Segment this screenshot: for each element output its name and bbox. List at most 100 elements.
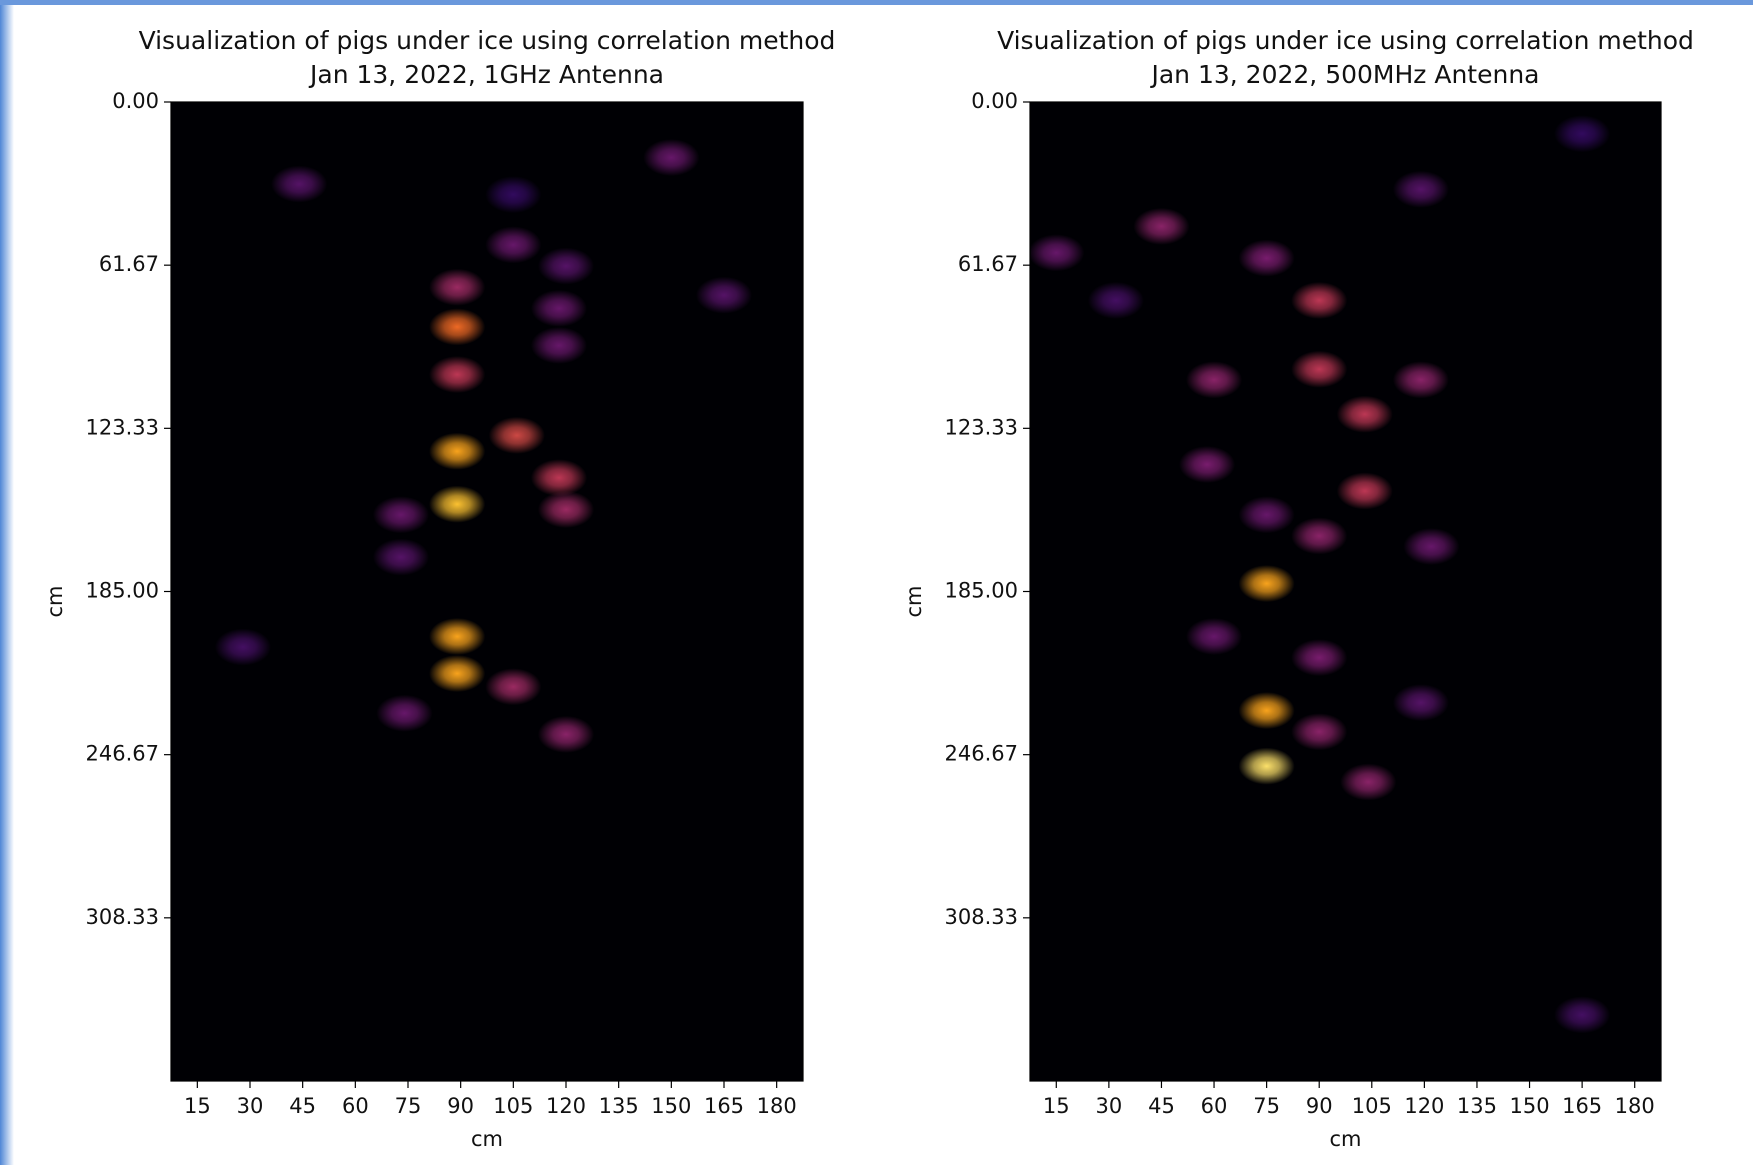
chart-subtitle: Jan 13, 2022, 1GHz Antenna	[308, 60, 664, 89]
heat-cell	[429, 308, 486, 346]
x-tick-label: 45	[1148, 1094, 1175, 1118]
chart-subtitle: Jan 13, 2022, 500MHz Antenna	[1149, 60, 1539, 89]
heat-cell	[485, 176, 542, 214]
background-edge	[0, 0, 14, 1165]
x-tick-label: 15	[1043, 1094, 1070, 1118]
heat-cell	[429, 432, 486, 470]
heat-cell	[1291, 639, 1348, 677]
x-tick-label: 30	[1096, 1094, 1123, 1118]
heat-cell	[530, 289, 588, 327]
x-tick-label: 120	[1404, 1094, 1444, 1118]
x-tick-label: 180	[1615, 1094, 1655, 1118]
x-tick-label: 180	[757, 1094, 797, 1118]
heat-cell	[643, 139, 700, 177]
heat-cell	[1238, 747, 1295, 785]
heat-cell	[530, 326, 588, 364]
heat-cell	[1554, 115, 1611, 153]
x-tick-label: 135	[1457, 1094, 1497, 1118]
heat-cell	[1133, 207, 1190, 245]
x-tick-label: 15	[184, 1094, 211, 1118]
x-tick-label: 60	[342, 1094, 369, 1118]
x-tick-label: 150	[1509, 1094, 1549, 1118]
heat-cell	[271, 165, 328, 203]
x-tick-label: 165	[704, 1094, 744, 1118]
heat-cell	[1291, 517, 1348, 555]
heat-cell	[214, 628, 272, 666]
heat-cell	[429, 356, 486, 394]
heat-cell	[1403, 527, 1460, 566]
x-tick-label: 120	[546, 1094, 586, 1118]
x-axis-label: cm	[471, 1127, 503, 1151]
y-tick-label: 308.33	[945, 905, 1018, 929]
heat-cell	[695, 276, 753, 314]
heat-cell	[1392, 684, 1449, 722]
x-tick-label: 90	[1306, 1094, 1333, 1118]
y-tick-label: 61.67	[99, 252, 159, 276]
heat-cell	[372, 538, 430, 576]
heat-cell	[1087, 281, 1144, 319]
heat-cell	[1336, 472, 1393, 510]
x-tick-label: 135	[599, 1094, 639, 1118]
y-tick-label: 246.67	[945, 742, 1018, 766]
x-tick-label: 105	[1352, 1094, 1392, 1118]
heat-cell	[488, 416, 545, 454]
heat-cell	[1238, 565, 1295, 603]
heat-cell	[1291, 281, 1348, 319]
y-tick-label: 123.33	[86, 415, 159, 439]
plot-area	[1030, 102, 1661, 1081]
x-tick-label: 60	[1201, 1094, 1228, 1118]
heat-cell	[1392, 361, 1449, 399]
heat-cell	[485, 668, 542, 706]
x-tick-label: 30	[237, 1094, 264, 1118]
heat-cell	[429, 655, 486, 693]
y-tick-label: 123.33	[945, 415, 1018, 439]
heat-cell	[429, 485, 486, 523]
heat-cell	[1291, 713, 1348, 751]
x-tick-label: 150	[651, 1094, 691, 1118]
y-tick-label: 185.00	[945, 579, 1018, 603]
heatmap	[1030, 115, 1611, 1034]
heat-cell	[537, 247, 595, 285]
x-tick-label: 45	[289, 1094, 316, 1118]
heat-cell	[1238, 239, 1295, 277]
x-axis-label: cm	[1329, 1127, 1361, 1151]
heat-cell	[1554, 996, 1611, 1034]
y-tick-label: 0.00	[112, 89, 159, 113]
x-tick-label: 75	[395, 1094, 422, 1118]
x-tick-label: 75	[1253, 1094, 1280, 1118]
heat-cell	[1030, 234, 1085, 272]
heat-cell	[1291, 350, 1348, 388]
x-tick-label: 90	[447, 1094, 474, 1118]
heat-cell	[1336, 395, 1393, 433]
x-tick-label: 105	[493, 1094, 533, 1118]
heat-cell	[537, 715, 595, 753]
chart-title: Visualization of pigs under ice using co…	[997, 26, 1694, 55]
x-tick-label: 165	[1562, 1094, 1602, 1118]
background-top	[0, 0, 1753, 5]
heat-cell	[1392, 170, 1449, 208]
heat-cell	[530, 459, 588, 497]
y-axis-label: cm	[43, 585, 67, 617]
y-tick-label: 61.67	[958, 252, 1018, 276]
y-tick-label: 308.33	[86, 905, 159, 929]
heat-cell	[376, 694, 433, 732]
heat-cell	[485, 226, 542, 264]
chart-title: Visualization of pigs under ice using co…	[139, 26, 836, 55]
y-tick-label: 0.00	[971, 89, 1018, 113]
plot-area	[171, 102, 803, 1081]
y-tick-label: 185.00	[86, 579, 159, 603]
y-tick-label: 246.67	[86, 742, 159, 766]
heat-cell	[372, 496, 430, 534]
heat-cell	[1185, 617, 1243, 656]
heat-cell	[1238, 496, 1295, 534]
heat-cell	[1238, 692, 1295, 730]
heat-cell	[429, 268, 486, 306]
heat-cell	[1185, 361, 1243, 399]
heat-cell	[1340, 763, 1397, 801]
heat-cell	[429, 617, 486, 656]
y-axis-label: cm	[902, 585, 926, 617]
heat-cell	[1178, 445, 1236, 484]
heatmap	[214, 139, 753, 753]
heat-cell	[537, 490, 595, 528]
